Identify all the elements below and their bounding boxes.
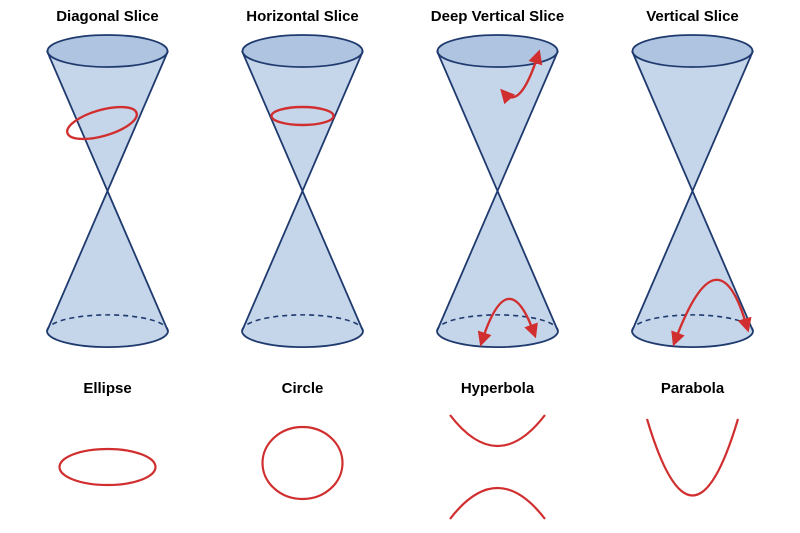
shape-parabola	[605, 397, 780, 527]
title-horizontal: Horizontal Slice	[215, 8, 390, 25]
panel-vertical: Vertical Slice	[605, 8, 780, 351]
label-circle: Circle	[215, 380, 390, 397]
panel-parabola: Parabola	[605, 380, 780, 527]
panel-horizontal: Horizontal Slice	[215, 8, 390, 351]
panel-ellipse: Ellipse	[20, 380, 195, 517]
label-parabola: Parabola	[605, 380, 780, 397]
shape-ellipse	[20, 397, 195, 517]
title-diagonal: Diagonal Slice	[20, 8, 195, 25]
label-ellipse: Ellipse	[20, 380, 195, 397]
cone-horizontal	[215, 31, 390, 351]
panel-deep-vertical: Deep Vertical Slice	[410, 8, 585, 351]
label-hyperbola: Hyperbola	[410, 380, 585, 397]
panel-circle: Circle	[215, 380, 390, 517]
panel-hyperbola: Hyperbola	[410, 380, 585, 527]
shape-hyperbola	[410, 397, 585, 527]
conic-sections-diagram: Diagonal Slice Horizontal Slice	[0, 0, 800, 533]
cone-diagonal	[20, 31, 195, 351]
panel-diagonal: Diagonal Slice	[20, 8, 195, 351]
title-deep-vertical: Deep Vertical Slice	[410, 8, 585, 25]
shape-circle	[215, 397, 390, 517]
cone-deep-vertical	[410, 31, 585, 351]
title-vertical: Vertical Slice	[605, 8, 780, 25]
cone-vertical	[605, 31, 780, 351]
